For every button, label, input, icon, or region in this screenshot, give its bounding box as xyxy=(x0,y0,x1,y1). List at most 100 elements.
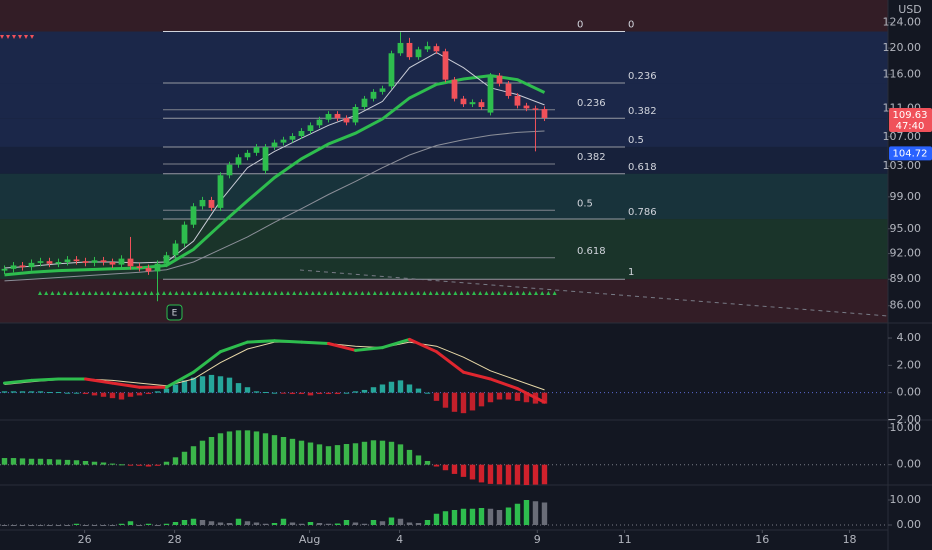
histogram-bar xyxy=(361,523,368,525)
histogram-bar xyxy=(55,391,62,393)
candle-body xyxy=(235,157,242,165)
histogram-bar xyxy=(127,464,134,466)
y-tick-label: 0.00 xyxy=(897,518,922,531)
histogram-bar xyxy=(28,458,35,465)
histogram-bar xyxy=(190,446,197,465)
signal-triangle xyxy=(379,291,383,295)
histogram-bar xyxy=(334,445,341,465)
histogram-bar xyxy=(388,441,395,465)
signal-triangle xyxy=(273,291,278,295)
y-tick-label: 4.00 xyxy=(897,331,922,344)
macd-line-segment xyxy=(245,339,276,344)
signal-triangle xyxy=(453,291,458,295)
histogram-bar xyxy=(145,464,152,467)
fib-label: 0 xyxy=(628,20,634,31)
histogram-bar xyxy=(100,462,107,465)
histogram-bar xyxy=(271,392,278,394)
signal-triangle xyxy=(199,291,204,295)
x-tick-label: 26 xyxy=(78,533,92,546)
histogram-bar xyxy=(19,525,26,526)
signal-triangle xyxy=(224,291,228,295)
histogram-bar xyxy=(64,392,71,394)
signal-triangle xyxy=(143,291,148,295)
histogram-bar xyxy=(100,392,107,397)
signal-triangle xyxy=(211,291,216,295)
marker-price-label: 104.72 xyxy=(893,148,928,159)
histogram-bar xyxy=(361,441,368,465)
histogram-bar xyxy=(271,523,278,525)
macd-line-segment xyxy=(110,381,141,389)
fib-zones xyxy=(0,0,888,323)
candle-body xyxy=(10,265,17,269)
y-tick-label: 10.00 xyxy=(890,421,922,434)
histogram-bar xyxy=(298,523,305,525)
signal-triangle xyxy=(422,291,427,295)
signal-triangle xyxy=(540,291,545,295)
candle-body xyxy=(469,102,476,105)
fib-zone xyxy=(0,219,888,280)
histogram-bar xyxy=(289,392,296,395)
y-tick-label: 95.00 xyxy=(890,222,922,235)
candle-body xyxy=(532,108,539,110)
marker-price-box xyxy=(889,146,932,161)
histogram-bar xyxy=(10,525,17,526)
histogram-bar xyxy=(397,444,404,465)
histogram-bar xyxy=(370,520,377,525)
candle-body xyxy=(127,258,134,267)
signal-triangle xyxy=(441,291,445,295)
signal-triangle xyxy=(255,291,259,295)
histogram-bar xyxy=(415,455,422,465)
histogram-bar xyxy=(46,525,53,526)
fib-label: 0.5 xyxy=(628,135,644,146)
fib-label: 0.382 xyxy=(628,106,657,117)
histogram-bar xyxy=(127,521,134,525)
candle-body xyxy=(1,268,8,271)
signal-triangle xyxy=(534,291,538,295)
fib-label: 0.382 xyxy=(577,152,606,163)
candle-body xyxy=(46,261,53,264)
histogram-bar xyxy=(28,391,35,393)
histogram-bar xyxy=(442,464,449,471)
candle-body xyxy=(460,98,467,105)
candle-body xyxy=(163,255,170,264)
histogram-bar xyxy=(91,525,98,526)
signal-triangle xyxy=(496,291,501,295)
macd-line-segment xyxy=(407,337,438,354)
histogram-bar xyxy=(478,508,485,525)
histogram-bar xyxy=(532,501,539,525)
histogram-bar xyxy=(307,442,314,465)
x-tick-label: 16 xyxy=(755,533,769,546)
histogram-bar xyxy=(298,440,305,465)
signal-triangle xyxy=(56,291,61,295)
x-tick-label: Aug xyxy=(299,533,320,546)
histogram-bar xyxy=(19,391,26,393)
signal-triangle xyxy=(44,291,49,295)
candle-body xyxy=(73,259,80,262)
histogram-bar xyxy=(109,392,116,399)
candle-body xyxy=(298,131,305,137)
candle-body xyxy=(433,46,440,52)
histogram-bar xyxy=(172,384,179,393)
histogram-bar xyxy=(73,392,80,394)
histogram-bar xyxy=(325,446,332,465)
histogram-bar xyxy=(424,460,431,465)
histogram-bar xyxy=(163,461,170,465)
signal-triangle xyxy=(217,291,222,295)
histogram-bar xyxy=(235,518,242,525)
candle-body xyxy=(370,91,377,99)
price-pane: 0 0.236 0.382 0.5 0.618 0.786 1 0 0.236 0.382 0.5 0… xyxy=(0,20,889,317)
histogram-bar xyxy=(199,520,206,525)
histogram-bar xyxy=(424,520,431,525)
histogram-bar xyxy=(523,464,530,485)
fib-zone xyxy=(0,118,888,147)
histogram-bar xyxy=(460,508,467,525)
candle-body xyxy=(28,262,35,268)
histogram-bar xyxy=(226,523,233,525)
fib-zone xyxy=(0,146,888,174)
candle-body xyxy=(325,113,332,120)
signal-triangle xyxy=(403,291,408,295)
signal-triangle xyxy=(174,291,179,295)
histogram-bar xyxy=(190,518,197,525)
candle-body xyxy=(271,142,278,147)
candle-body xyxy=(181,224,188,244)
